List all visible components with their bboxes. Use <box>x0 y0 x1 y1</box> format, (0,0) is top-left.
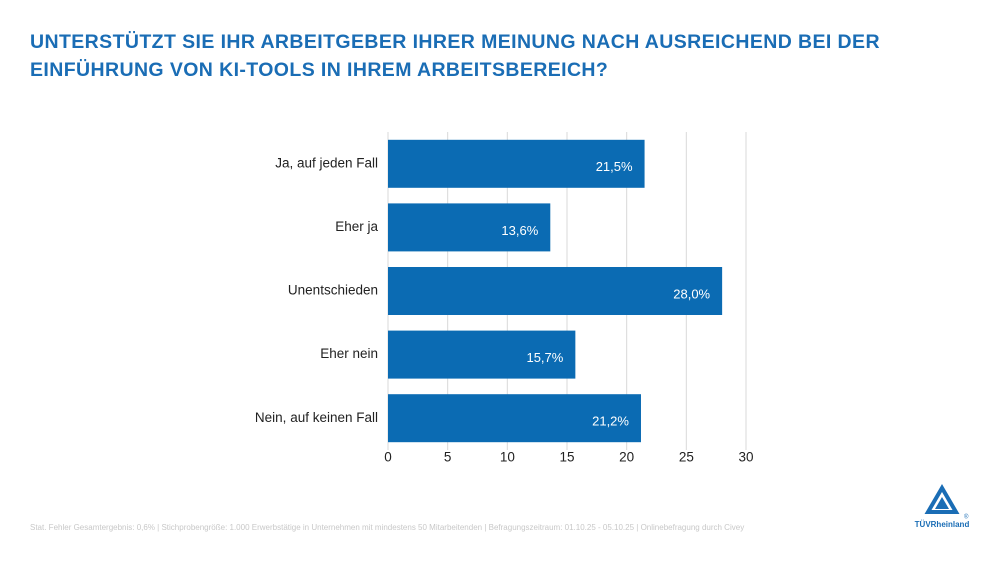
logo-mark: ® <box>964 514 969 521</box>
x-tick-label: 20 <box>619 450 634 465</box>
bar <box>388 330 576 379</box>
footnote: Stat. Fehler Gesamtergebnis: 0,6% | Stic… <box>30 523 744 532</box>
x-tick-label: 0 <box>384 450 392 465</box>
logo: TÜVRheinland ® <box>915 484 970 529</box>
category-label: Unentschieden <box>288 283 378 298</box>
value-label: 21,5% <box>596 159 633 174</box>
value-label: 15,7% <box>526 350 563 365</box>
category-label: Eher ja <box>335 219 378 234</box>
chart-title: EINFÜHRUNG VON KI-TOOLS IN IHREM ARBEITS… <box>30 58 608 81</box>
value-label: 21,2% <box>592 414 629 429</box>
bar <box>388 203 551 252</box>
x-tick-label: 25 <box>679 450 694 465</box>
logo-triangle-inner <box>935 497 949 509</box>
x-tick-label: 5 <box>444 450 452 465</box>
x-tick-label: 15 <box>559 450 574 465</box>
bar <box>388 394 641 443</box>
category-label: Ja, auf jeden Fall <box>275 155 378 170</box>
category-label: Eher nein <box>320 346 378 361</box>
logo-triangle <box>924 484 960 514</box>
logo-text: TÜVRheinland <box>915 520 970 529</box>
x-tick-label: 30 <box>738 450 753 465</box>
bar <box>388 267 723 315</box>
chart-title: UNTERSTÜTZT SIE IHR ARBEITGEBER IHRER ME… <box>30 30 880 53</box>
bar <box>388 139 645 188</box>
value-label: 28,0% <box>673 286 710 301</box>
category-label: Nein, auf keinen Fall <box>255 410 378 425</box>
value-label: 13,6% <box>501 223 538 238</box>
x-tick-label: 10 <box>500 450 515 465</box>
